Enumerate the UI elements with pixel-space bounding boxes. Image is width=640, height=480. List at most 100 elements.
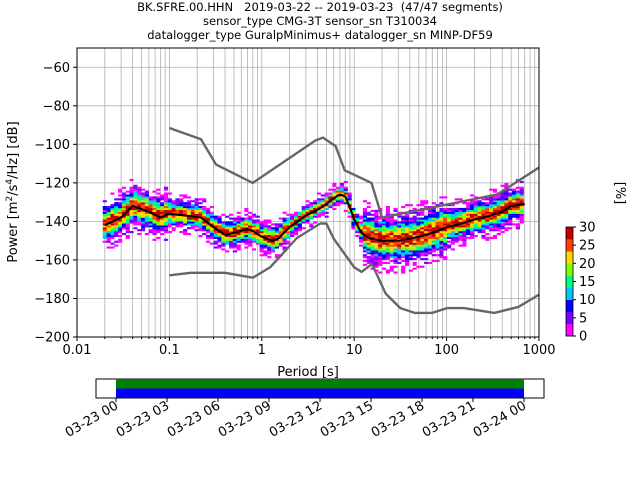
heatmap-cell (450, 211, 455, 214)
heatmap-cell (137, 223, 142, 226)
heatmap-cell (244, 232, 249, 236)
heatmap-cell (202, 227, 207, 230)
heatmap-cell (209, 217, 214, 220)
heatmap-cell (110, 204, 115, 207)
heatmap-cell (504, 184, 509, 187)
heatmap-cell (401, 246, 406, 249)
heatmap-cell (267, 246, 272, 249)
heatmap-cell (492, 229, 498, 232)
heatmap-cell (171, 209, 176, 212)
heatmap-cell (401, 227, 406, 230)
heatmap-cell (332, 190, 337, 193)
heatmap-cell (213, 246, 218, 249)
heatmap-cell (114, 211, 119, 214)
heatmap-cell (294, 215, 299, 218)
heatmap-cell (290, 232, 295, 236)
heatmap-cell (469, 217, 475, 220)
heatmap-cell (443, 215, 448, 218)
heatmap-cell (255, 215, 260, 218)
heatmap-cell (378, 246, 383, 249)
heatmap-cell (217, 223, 222, 226)
heatmap-cell (381, 232, 387, 236)
heatmap-cell (114, 232, 119, 236)
heatmap-cell (378, 258, 383, 261)
heatmap-cell (355, 219, 360, 222)
heatmap-cell (420, 202, 425, 205)
heatmap-cell (156, 207, 161, 211)
heatmap-cell (133, 202, 138, 205)
heatmap-cell (473, 219, 478, 222)
heatmap-cell (179, 221, 184, 224)
heatmap-cell (496, 225, 501, 228)
heatmap-cell (167, 225, 172, 228)
heatmap-cell (450, 204, 455, 207)
heatmap-cell (469, 225, 475, 228)
heatmap-cell (439, 209, 444, 212)
heatmap-cell (259, 231, 264, 234)
heatmap-cell (416, 221, 421, 224)
heatmap-cell (416, 204, 421, 207)
heatmap-cell (332, 182, 337, 185)
heatmap-cell (424, 229, 429, 232)
heatmap-cell (274, 232, 280, 236)
heatmap-cell (290, 217, 295, 220)
heatmap-cell (297, 211, 302, 214)
heatmap-cell (263, 252, 268, 255)
heatmap-cell (232, 246, 237, 249)
heatmap-cell (496, 202, 501, 205)
heatmap-cell (424, 205, 429, 209)
heatmap-cell (447, 244, 452, 247)
heatmap-cell (389, 269, 394, 272)
heatmap-cell (336, 202, 341, 205)
heatmap-cell (477, 209, 482, 212)
heatmap-cell (469, 215, 475, 218)
heatmap-cell (271, 248, 276, 251)
heatmap-cell (404, 256, 410, 259)
heatmap-cell (148, 219, 153, 222)
heatmap-cell (378, 234, 383, 238)
heatmap-cell (351, 223, 356, 226)
heatmap-cell (336, 200, 341, 203)
heatmap-cell (336, 186, 341, 189)
heatmap-cell (286, 223, 291, 226)
heatmap-cell (156, 231, 161, 234)
heatmap-cell (424, 248, 429, 251)
heatmap-cell (156, 205, 161, 209)
heatmap-cell (213, 240, 218, 243)
heatmap-cell (404, 231, 410, 234)
heatmap-cell (228, 221, 234, 224)
colorbar-segment (566, 299, 573, 313)
heatmap-cell (370, 229, 375, 232)
heatmap-cell (351, 221, 356, 224)
heatmap-cell (412, 267, 417, 270)
y-tick-label: −60 (43, 61, 70, 76)
heatmap-cell (102, 207, 107, 211)
heatmap-cell (404, 246, 410, 249)
heatmap-cell (248, 234, 253, 238)
x-tick-label: 0.1 (159, 343, 180, 358)
heatmap-cell (121, 207, 127, 211)
heatmap-cell (294, 231, 299, 234)
heatmap-cell (236, 221, 241, 224)
heatmap-cell (393, 227, 398, 230)
heatmap-cell (332, 184, 337, 187)
heatmap-cell (458, 238, 463, 241)
heatmap-cell (217, 240, 222, 243)
heatmap-cell (175, 200, 180, 203)
heatmap-cell (129, 219, 134, 222)
heatmap-cell (282, 227, 287, 230)
heatmap-cell (206, 240, 211, 243)
heatmap-cell (420, 232, 425, 236)
heatmap-cell (427, 236, 433, 239)
heatmap-cell (485, 221, 490, 224)
heatmap-cell (232, 250, 237, 253)
heatmap-cell (167, 223, 172, 226)
heatmap-cell (160, 209, 165, 212)
heatmap-cell (202, 205, 207, 209)
heatmap-cell (374, 258, 379, 261)
heatmap-cell (397, 256, 402, 259)
heatmap-cell (332, 188, 337, 191)
heatmap-cell (183, 211, 188, 214)
heatmap-cell (412, 221, 417, 224)
heatmap-cell (420, 258, 425, 261)
